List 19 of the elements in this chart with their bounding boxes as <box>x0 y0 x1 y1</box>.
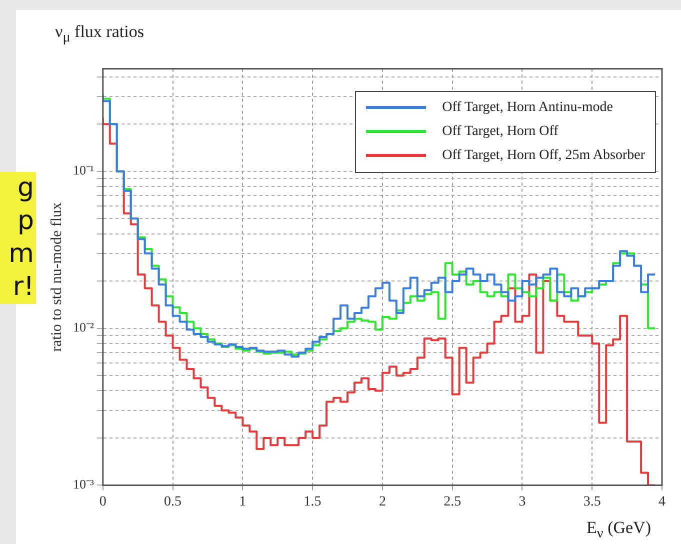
legend-label: Off Target, Horn Off, 25m Absorber <box>442 148 645 164</box>
x-axis-title: E$_{ν}$ (GeV) <box>586 518 651 542</box>
x-tick-label: 3.5 <box>583 494 601 510</box>
x-tick-label: 0.5 <box>164 494 182 510</box>
x-tick-label: 0 <box>99 494 106 510</box>
y-tick-label: 10⁻¹ <box>72 162 94 178</box>
y-tick-label: 10⁻³ <box>72 476 94 492</box>
y-axis-title: ratio to std nu-mode flux <box>48 202 65 352</box>
y-tick-label: 10⁻² <box>72 320 94 335</box>
legend-label: Off Target, Horn Antinu-mode <box>442 100 613 116</box>
legend-label: Off Target, Horn Off <box>442 124 558 140</box>
text: g p m r! <box>0 172 34 304</box>
x-tick-label: 2 <box>378 494 386 510</box>
x-tick-label: 1.5 <box>304 494 322 510</box>
x-tick-label: 1 <box>239 494 246 510</box>
x-tick-label: 4 <box>658 494 666 510</box>
chart-title: ν$_{μ}$ flux ratios <box>55 22 144 46</box>
x-tick-label: 3 <box>518 494 526 510</box>
x-tick-label: 2.5 <box>444 494 462 510</box>
